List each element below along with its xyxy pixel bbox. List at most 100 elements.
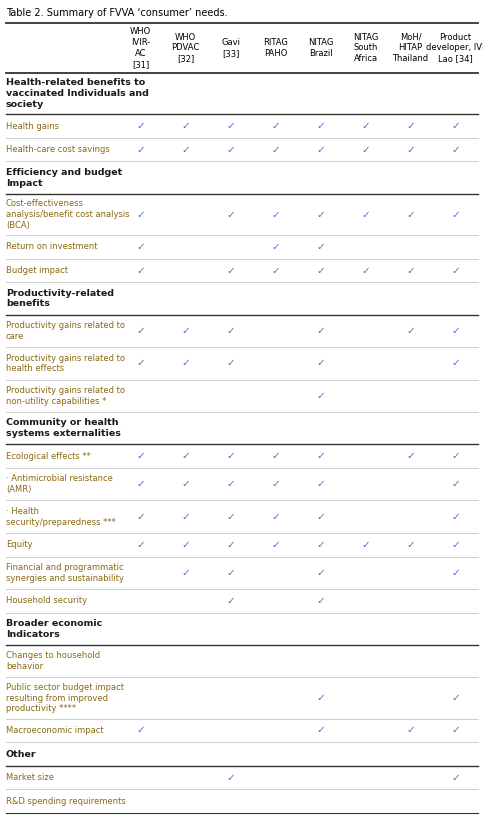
Text: ✓: ✓: [406, 725, 415, 735]
Text: ✓: ✓: [361, 144, 370, 155]
Text: ✓: ✓: [451, 773, 460, 783]
Text: ✓: ✓: [271, 539, 280, 550]
Text: ✓: ✓: [226, 144, 235, 155]
Text: ✓: ✓: [136, 512, 145, 521]
Text: ✓: ✓: [406, 539, 415, 550]
Text: ✓: ✓: [226, 539, 235, 550]
Text: ✓: ✓: [316, 596, 325, 605]
Text: NITAG
Brazil: NITAG Brazil: [308, 38, 333, 58]
Text: · Health
security/preparedness ***: · Health security/preparedness ***: [6, 507, 116, 526]
Text: Product
developer, IVI
Lao [34]: Product developer, IVI Lao [34]: [426, 33, 483, 64]
Text: ✓: ✓: [226, 121, 235, 131]
Text: ✓: ✓: [316, 539, 325, 550]
Text: ✓: ✓: [271, 121, 280, 131]
Text: Household security: Household security: [6, 596, 87, 605]
Text: ✓: ✓: [181, 451, 190, 461]
Text: ✓: ✓: [136, 265, 145, 276]
Text: ✓: ✓: [316, 725, 325, 735]
Text: Health gains: Health gains: [6, 122, 59, 131]
Text: WHO
PDVAC
[32]: WHO PDVAC [32]: [171, 33, 199, 64]
Text: ✓: ✓: [181, 479, 190, 490]
Text: MoH/
HITAP
Thailand: MoH/ HITAP Thailand: [393, 33, 428, 64]
Text: ✓: ✓: [451, 144, 460, 155]
Text: Cost-effectiveness
analysis/benefit cost analysis
(BCA): Cost-effectiveness analysis/benefit cost…: [6, 199, 129, 230]
Text: ✓: ✓: [316, 210, 325, 220]
Text: ✓: ✓: [316, 121, 325, 131]
Text: ✓: ✓: [136, 539, 145, 550]
Text: ✓: ✓: [181, 121, 190, 131]
Text: Other: Other: [6, 750, 37, 759]
Text: Productivity gains related to
care: Productivity gains related to care: [6, 321, 125, 341]
Text: Community or health
systems externalities: Community or health systems externalitie…: [6, 419, 121, 438]
Text: ✓: ✓: [361, 539, 370, 550]
Text: ✓: ✓: [136, 451, 145, 461]
Text: ✓: ✓: [271, 451, 280, 461]
Text: ✓: ✓: [181, 568, 190, 578]
Text: ✓: ✓: [361, 121, 370, 131]
Text: ✓: ✓: [451, 725, 460, 735]
Text: ✓: ✓: [136, 479, 145, 490]
Text: ✓: ✓: [181, 326, 190, 336]
Text: ✓: ✓: [136, 358, 145, 368]
Text: ✓: ✓: [451, 121, 460, 131]
Text: ✓: ✓: [136, 210, 145, 220]
Text: ✓: ✓: [316, 568, 325, 578]
Text: Return on investment: Return on investment: [6, 242, 98, 251]
Text: Ecological effects **: Ecological effects **: [6, 452, 91, 461]
Text: ✓: ✓: [226, 568, 235, 578]
Text: ✓: ✓: [316, 451, 325, 461]
Text: ✓: ✓: [271, 479, 280, 490]
Text: ✓: ✓: [226, 773, 235, 783]
Text: Budget impact: Budget impact: [6, 266, 68, 275]
Text: RITAG
PAHO: RITAG PAHO: [263, 38, 288, 58]
Text: ✓: ✓: [136, 144, 145, 155]
Text: ✓: ✓: [406, 265, 415, 276]
Text: ✓: ✓: [406, 451, 415, 461]
Text: Productivity gains related to
health effects: Productivity gains related to health eff…: [6, 353, 125, 373]
Text: ✓: ✓: [361, 210, 370, 220]
Text: ✓: ✓: [271, 242, 280, 252]
Text: ✓: ✓: [406, 121, 415, 131]
Text: ✓: ✓: [181, 358, 190, 368]
Text: · Antimicrobial resistance
(AMR): · Antimicrobial resistance (AMR): [6, 474, 113, 494]
Text: Table 2. Summary of FVVA ‘consumer’ needs.: Table 2. Summary of FVVA ‘consumer’ need…: [6, 8, 227, 18]
Text: ✓: ✓: [316, 265, 325, 276]
Text: ✓: ✓: [316, 144, 325, 155]
Text: ✓: ✓: [316, 358, 325, 368]
Text: ✓: ✓: [361, 265, 370, 276]
Text: ✓: ✓: [451, 326, 460, 336]
Text: ✓: ✓: [181, 144, 190, 155]
Text: Productivity-related
benefits: Productivity-related benefits: [6, 289, 114, 308]
Text: ✓: ✓: [136, 121, 145, 131]
Text: ✓: ✓: [451, 210, 460, 220]
Text: ✓: ✓: [451, 539, 460, 550]
Text: Broader economic
Indicators: Broader economic Indicators: [6, 619, 102, 639]
Text: ✓: ✓: [226, 512, 235, 521]
Text: ✓: ✓: [136, 725, 145, 735]
Text: ✓: ✓: [406, 210, 415, 220]
Text: Public sector budget impact
resulting from improved
productivity ****: Public sector budget impact resulting fr…: [6, 683, 124, 713]
Text: ✓: ✓: [226, 479, 235, 490]
Text: R&D spending requirements: R&D spending requirements: [6, 796, 126, 805]
Text: ✓: ✓: [271, 512, 280, 521]
Text: ✓: ✓: [226, 210, 235, 220]
Text: ✓: ✓: [136, 326, 145, 336]
Text: ✓: ✓: [451, 568, 460, 578]
Text: ✓: ✓: [226, 358, 235, 368]
Text: ✓: ✓: [451, 479, 460, 490]
Text: ✓: ✓: [271, 210, 280, 220]
Text: Health-care cost savings: Health-care cost savings: [6, 145, 110, 154]
Text: ✓: ✓: [451, 451, 460, 461]
Text: NITAG
South
Africa: NITAG South Africa: [353, 33, 378, 64]
Text: ✓: ✓: [271, 144, 280, 155]
Text: WHO
IVIR-
AC
[31]: WHO IVIR- AC [31]: [130, 28, 151, 69]
Text: ✓: ✓: [226, 596, 235, 605]
Text: Equity: Equity: [6, 540, 33, 549]
Text: ✓: ✓: [226, 265, 235, 276]
Text: ✓: ✓: [451, 693, 460, 703]
Text: ✓: ✓: [316, 479, 325, 490]
Text: ✓: ✓: [271, 265, 280, 276]
Text: ✓: ✓: [316, 512, 325, 521]
Text: Macroeconomic impact: Macroeconomic impact: [6, 726, 104, 735]
Text: Market size: Market size: [6, 773, 54, 782]
